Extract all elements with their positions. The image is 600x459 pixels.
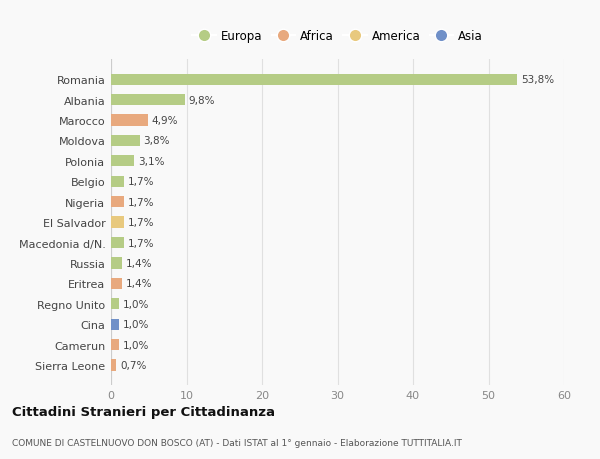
Text: 1,4%: 1,4% [125,258,152,269]
Text: 1,7%: 1,7% [128,238,154,248]
Bar [111,359,116,371]
Bar [111,217,124,228]
Text: 1,7%: 1,7% [128,197,154,207]
Text: COMUNE DI CASTELNUOVO DON BOSCO (AT) - Dati ISTAT al 1° gennaio - Elaborazione T: COMUNE DI CASTELNUOVO DON BOSCO (AT) - D… [12,438,462,447]
Bar [111,95,185,106]
Text: 1,0%: 1,0% [122,340,149,350]
Bar [111,156,134,167]
Text: 1,0%: 1,0% [122,299,149,309]
Bar [111,278,122,289]
Text: 3,8%: 3,8% [143,136,170,146]
Text: 1,7%: 1,7% [128,177,154,187]
Bar [111,115,148,126]
Text: 9,8%: 9,8% [189,95,215,106]
Legend: Europa, Africa, America, Asia: Europa, Africa, America, Asia [189,27,486,46]
Text: 1,7%: 1,7% [128,218,154,228]
Text: Cittadini Stranieri per Cittadinanza: Cittadini Stranieri per Cittadinanza [12,405,275,419]
Text: 3,1%: 3,1% [138,157,164,167]
Bar [111,298,119,310]
Bar [111,196,124,208]
Bar [111,74,517,86]
Bar [111,135,140,147]
Bar [111,258,122,269]
Bar [111,237,124,249]
Text: 1,0%: 1,0% [122,319,149,330]
Bar [111,176,124,187]
Bar [111,319,119,330]
Text: 53,8%: 53,8% [521,75,554,85]
Bar [111,339,119,350]
Text: 0,7%: 0,7% [120,360,146,370]
Text: 4,9%: 4,9% [152,116,178,126]
Text: 1,4%: 1,4% [125,279,152,289]
